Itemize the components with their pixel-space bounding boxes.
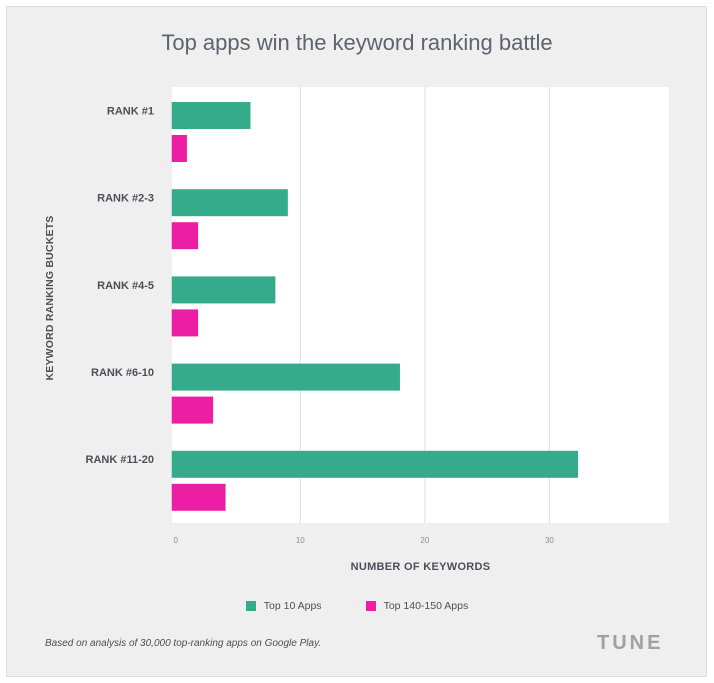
bar-top-140-150-apps-rank-6-10 [171,396,214,424]
bar-top-140-150-apps-rank-2-3 [171,222,199,250]
category-label-rank-1: RANK #1 [107,105,154,117]
legend-item-top-10-apps: Top 10 Apps [245,600,322,612]
bar-top-140-150-apps-rank-4-5 [171,309,199,337]
x-axis-label: NUMBER OF KEYWORDS [350,561,491,573]
bar-top-10-apps-rank-4-5 [171,276,276,304]
category-label-rank-2-3: RANK #2-3 [97,193,154,205]
category-label-rank-6-10: RANK #6-10 [91,367,154,379]
x-tick-label-30: 30 [545,536,554,545]
x-tick-label-10: 10 [296,536,305,545]
bar-top-10-apps-rank-2-3 [171,189,288,217]
plot-area [172,87,669,523]
bar-top-140-150-apps-rank-11-20 [171,483,226,511]
category-label-rank-11-20: RANK #11-20 [86,454,154,466]
bar-top-10-apps-rank-1 [171,102,251,129]
legend-swatch-top-10-apps [245,601,256,611]
bar-top-140-150-apps-rank-1 [171,135,187,162]
legend: Top 10 Apps Top 140-150 Apps [0,600,714,612]
legend-label-top-10-apps: Top 10 Apps [263,600,322,612]
legend-swatch-top-140-150-apps [365,601,376,611]
y-axis-label-text: KEYWORD RANKING BUCKETS [44,215,56,381]
category-label-rank-4-5: RANK #4-5 [97,280,154,292]
footnote: Based on analysis of 30,000 top-ranking … [45,638,322,649]
legend-label-top-140-150-apps: Top 140-150 Apps [383,600,469,612]
chart-title: Top apps win the keyword ranking battle [161,30,553,55]
brand-logo: TUNE [597,632,664,654]
x-tick-label-0: 0 [174,536,179,545]
legend-item-top-140-150-apps: Top 140-150 Apps [365,600,469,612]
x-tick-label-20: 20 [420,536,429,545]
bar-top-10-apps-rank-6-10 [171,363,400,391]
bar-top-10-apps-rank-11-20 [171,450,579,478]
